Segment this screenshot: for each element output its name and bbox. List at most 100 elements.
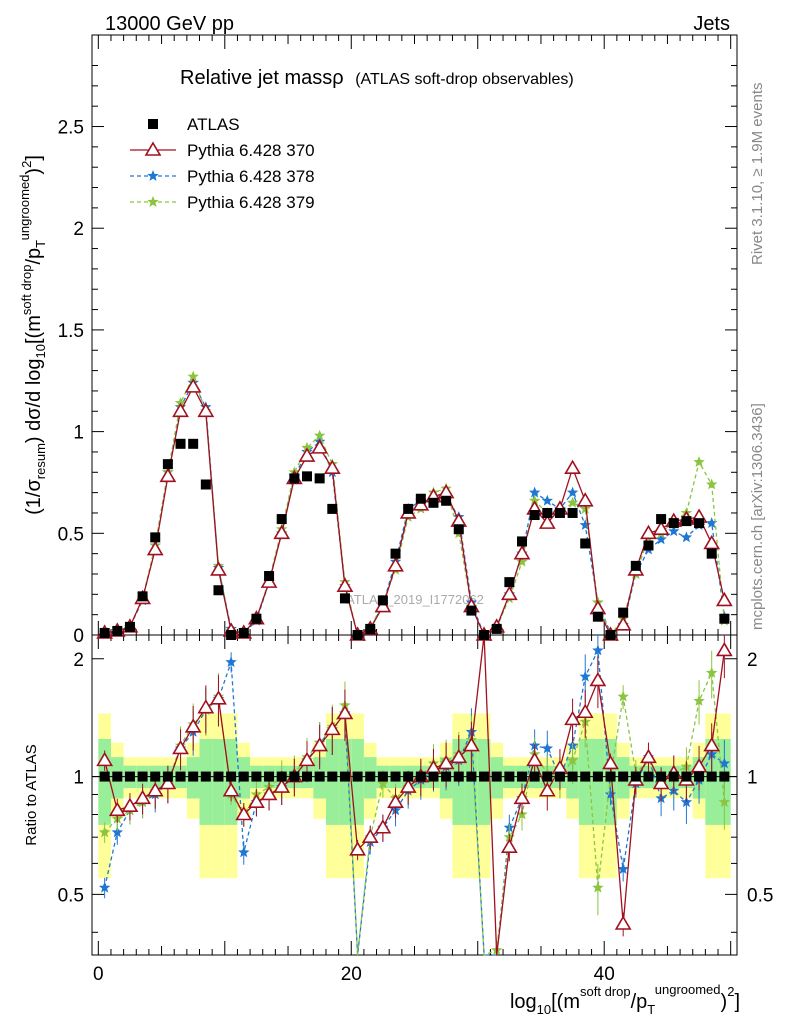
data-point: [390, 548, 401, 559]
ratio-point: [134, 789, 151, 805]
data-point: [706, 478, 718, 490]
data-point: [339, 593, 350, 604]
ratio-point: [162, 771, 173, 782]
y-tick-label: 0: [73, 626, 84, 647]
data-point: [640, 524, 657, 540]
ratio-point: [298, 751, 316, 767]
data-point: [706, 517, 718, 528]
data-point: [655, 533, 667, 545]
band-inner: [351, 738, 364, 825]
chart-title-main: Relative jet massρ: [180, 67, 344, 89]
ratio-point: [188, 771, 199, 782]
data-point: [466, 605, 477, 616]
y-tick-label: 2.5: [58, 118, 84, 139]
ratio-point: [377, 771, 388, 782]
ratio-point: [504, 771, 515, 782]
series-layer: [96, 370, 733, 956]
ratio-point: [580, 771, 591, 782]
ratio-point: [715, 641, 733, 657]
data-point: [184, 378, 202, 393]
legend-marker: [147, 170, 159, 181]
y-axis-label: (1/σresum) dσ/d log10[(msoft drop/pTungr…: [17, 155, 48, 515]
ratio-point: [361, 828, 379, 843]
rivet-label: Rivet 3.1.10, ≥ 1.9M events: [749, 83, 766, 266]
ratio-point: [248, 793, 265, 809]
legend-entry-0: ATLAS: [148, 115, 240, 134]
data-point: [387, 557, 404, 572]
data-point: [377, 595, 388, 606]
ratio-point: [566, 754, 579, 766]
ratio-point: [718, 796, 731, 808]
data-point: [251, 613, 262, 624]
ratio-point: [387, 793, 404, 809]
data-point: [528, 486, 541, 498]
data-point: [538, 514, 556, 529]
ratio-point: [500, 838, 518, 853]
data-point: [605, 630, 616, 640]
ratio-point: [441, 771, 452, 782]
ratio-point: [327, 771, 338, 782]
data-point: [441, 495, 452, 506]
data-point: [162, 459, 173, 470]
data-point: [680, 531, 693, 543]
ratio-point: [336, 704, 354, 720]
ratio-point: [703, 736, 721, 752]
ratio-point: [466, 771, 477, 782]
data-point: [566, 496, 579, 508]
data-point: [479, 630, 490, 640]
data-point: [302, 471, 312, 482]
data-point: [580, 538, 591, 549]
legend: ATLAS Pythia 6.428 370 Pythia 6.428 378 Pyt…: [130, 115, 315, 212]
data-point: [614, 616, 632, 631]
data-point: [579, 519, 591, 530]
svg-text:(1/σresum) dσ/d log10[(msoft d: (1/σresum) dσ/d log10[(msoft drop/pTungr…: [17, 155, 48, 515]
data-point: [668, 525, 680, 537]
data-point: [719, 613, 730, 624]
data-point: [327, 503, 338, 514]
ratio-point: [693, 695, 705, 706]
legend-label: Pythia 6.428 379: [187, 193, 315, 212]
data-point: [656, 514, 667, 525]
ratio-point: [592, 644, 604, 656]
ratio-point: [526, 751, 544, 767]
ratio-point: [630, 771, 641, 782]
ratio-point: [112, 771, 123, 782]
ratio-point: [352, 771, 363, 782]
ratio-point: [98, 881, 111, 893]
ratio-point: [463, 736, 480, 752]
data-point: [336, 577, 354, 592]
data-point: [175, 438, 186, 449]
ratio-point: [656, 771, 667, 782]
data-point: [576, 492, 594, 507]
svg-text:log10[(msoft drop/pTungroomed): log10[(msoft drop/pTungroomed)2]: [510, 982, 740, 1017]
legend-marker: [148, 119, 158, 129]
ratio-y-tick-label-right: 1: [747, 768, 758, 789]
ratio-point: [589, 671, 607, 687]
series-0: [99, 438, 730, 782]
data-point: [694, 518, 705, 529]
band-inner: [325, 738, 339, 825]
ratio-point: [213, 771, 224, 782]
data-point: [188, 438, 199, 449]
ratio-point: [377, 777, 389, 789]
ratio-point: [403, 771, 414, 782]
data-point: [260, 573, 278, 588]
data-point: [500, 585, 518, 601]
band-inner: [477, 738, 491, 825]
ratio-point: [111, 826, 123, 838]
data-point: [668, 518, 679, 529]
ratio-point: [592, 881, 604, 893]
data-point: [706, 548, 717, 559]
y-tick-label: 2: [73, 219, 84, 240]
data-point: [564, 459, 581, 475]
chart-subtitle: (ATLAS soft-drop observables): [355, 71, 573, 88]
data-point: [528, 494, 541, 506]
ratio-point: [564, 710, 581, 726]
ratio-point: [529, 771, 540, 782]
ratio-point: [579, 670, 591, 682]
data-point: [516, 555, 528, 567]
ratio-point: [96, 751, 114, 767]
data-point: [703, 534, 721, 550]
data-point: [618, 607, 629, 618]
data-point: [541, 494, 553, 506]
